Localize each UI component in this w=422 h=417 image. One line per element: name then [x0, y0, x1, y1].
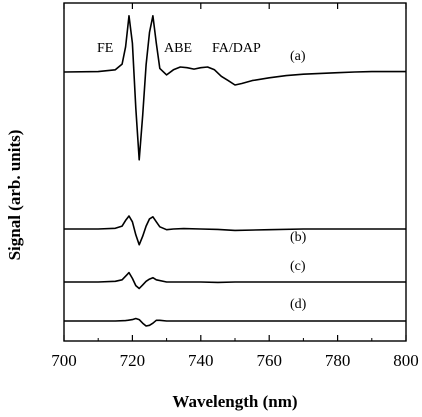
series-label: (b) [290, 230, 307, 245]
x-tick-label: 780 [325, 351, 351, 370]
series-traces [63, 15, 406, 327]
series-line [64, 215, 406, 246]
series-label: (c) [290, 259, 306, 274]
series-line [64, 317, 406, 327]
x-tick-label: 760 [256, 351, 282, 370]
series-label: (a) [290, 49, 306, 64]
peak-annotation: FA/DAP [212, 41, 261, 56]
x-axis-ticks: 700 720 740 760 780 800 [51, 3, 419, 370]
peak-annotation: ABE [164, 41, 192, 56]
series-line [63, 15, 406, 161]
x-tick-label: 700 [51, 351, 77, 370]
series-label: (d) [290, 297, 307, 312]
x-tick-label: 740 [188, 351, 214, 370]
x-tick-label: 800 [393, 351, 419, 370]
x-tick-label: 720 [120, 351, 146, 370]
x-axis-title: Wavelength (nm) [172, 392, 297, 411]
y-axis-title: Signal (arb. units) [5, 130, 24, 261]
peak-annotation: FE [97, 41, 113, 56]
annotations: (a) (b) (c) (d) FE ABE FA/DAP [97, 41, 307, 312]
series-line [64, 271, 406, 290]
